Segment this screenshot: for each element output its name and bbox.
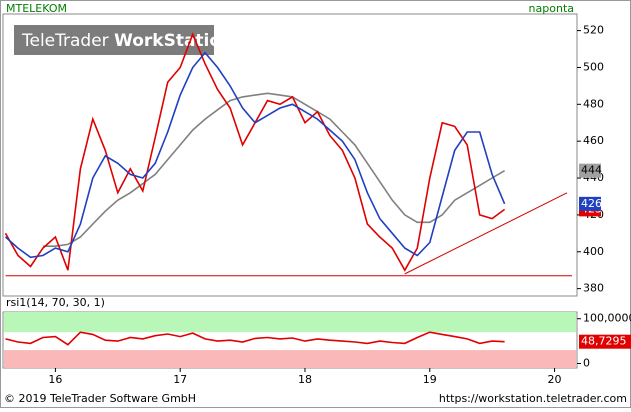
series-line <box>4 51 506 259</box>
series-line <box>5 331 505 346</box>
footer-right: https://workstation.teletrader.com <box>439 392 627 405</box>
y-tick-label: 520 <box>583 24 604 37</box>
trend-line <box>404 192 568 275</box>
band <box>4 350 576 368</box>
watermark-box <box>14 25 214 55</box>
watermark-b: WorkStation <box>114 31 233 51</box>
last-value-label: 48,7295 <box>581 335 627 348</box>
rsi-title: rsi1(14, 70, 30, 1) <box>6 296 105 309</box>
last-value-label: 444 <box>581 164 602 177</box>
symbol: MTELEKOM <box>6 2 67 15</box>
y-tick-label: 480 <box>583 97 604 110</box>
interval: naponta <box>529 2 574 15</box>
x-tick-label: 20 <box>548 373 562 386</box>
price-panel <box>2 13 578 297</box>
band <box>4 312 576 333</box>
x-tick-label: 17 <box>173 373 187 386</box>
y-tick-label: 0 <box>583 357 590 370</box>
watermark: TeleTrader WorkStation <box>21 31 233 51</box>
last-value-label: 426 <box>581 197 602 210</box>
watermark-a: TeleTrader <box>21 31 114 51</box>
last-value-box <box>579 196 601 211</box>
footer-left: © 2019 TeleTrader Software GmbH <box>4 392 196 405</box>
x-tick-label: 19 <box>423 373 437 386</box>
last-value-box <box>579 163 601 178</box>
y-tick-label: 400 <box>583 245 604 258</box>
y-tick-label: 460 <box>583 134 604 147</box>
y-tick-label: 380 <box>583 282 604 295</box>
x-tick-label: 18 <box>298 373 312 386</box>
y-tick-label: 100,0000 <box>583 312 631 325</box>
y-tick-label: 500 <box>583 60 604 73</box>
x-tick-label: 16 <box>48 373 62 386</box>
last-value-box <box>579 334 631 349</box>
series-line <box>42 92 506 247</box>
